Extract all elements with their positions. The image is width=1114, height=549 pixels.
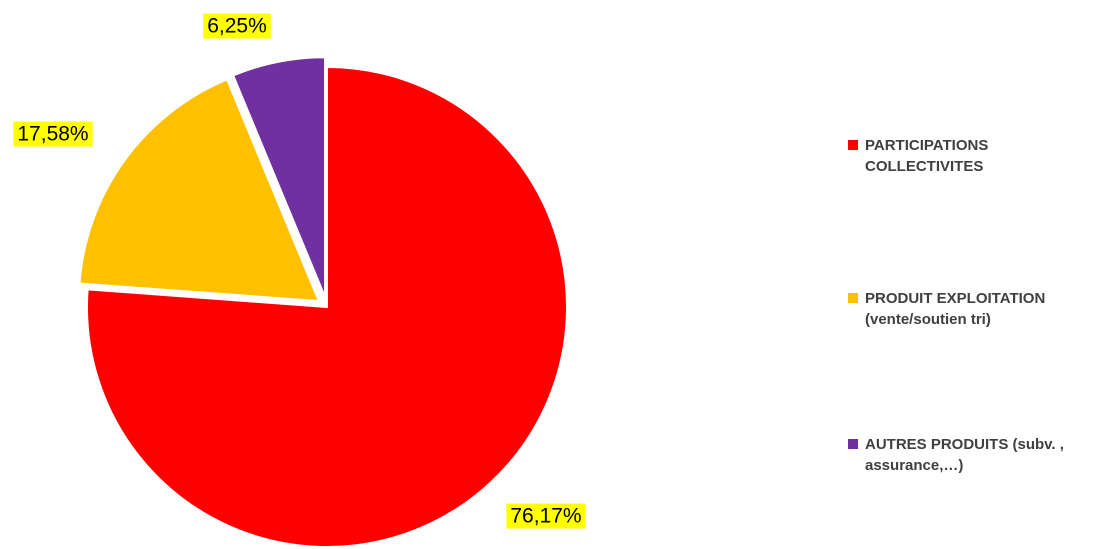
data-labels: 76,17% 17,58% 6,25% — [13, 13, 586, 529]
data-label-text: 17,58% — [17, 123, 88, 146]
legend-label-participations: PARTICIPATIONS COLLECTIVITES — [865, 135, 1105, 177]
data-label-text: 6,25% — [207, 15, 267, 38]
data-label-background — [13, 121, 93, 147]
data-label-autres-produits: 6,25% — [203, 13, 271, 39]
legend-label-line1: PARTICIPATIONS — [865, 137, 989, 154]
legend: PARTICIPATIONS COLLECTIVITES PRODUIT EXP… — [848, 0, 1108, 549]
legend-label-line1: PRODUIT EXPLOITATION — [865, 290, 1046, 307]
legend-swatch-participations — [848, 140, 858, 150]
pie-slice-produit-exploitation — [78, 78, 321, 303]
legend-label-line1: AUTRES PRODUITS (subv. , — [865, 436, 1064, 453]
pie-slice-participations — [86, 65, 568, 548]
data-label-participations: 76,17% — [506, 503, 586, 529]
pie-slices — [78, 56, 568, 548]
data-label-text: 76,17% — [510, 505, 581, 528]
data-label-produit-exploitation: 17,58% — [13, 121, 93, 147]
legend-swatch-produit-exploitation — [848, 293, 858, 303]
pie-slice-autres-produits — [231, 56, 327, 298]
data-label-background — [506, 503, 586, 529]
legend-swatch-autres-produits — [848, 439, 858, 449]
legend-label-line2: (vente/soutien tri) — [865, 311, 991, 328]
data-label-background — [203, 13, 271, 39]
legend-label-autres-produits: AUTRES PRODUITS (subv. , assurance,…) — [865, 434, 1105, 476]
legend-label-line2: assurance,…) — [865, 457, 964, 474]
legend-label-line2: COLLECTIVITES — [865, 158, 984, 175]
legend-label-produit-exploitation: PRODUIT EXPLOITATION (vente/soutien tri) — [865, 288, 1105, 330]
